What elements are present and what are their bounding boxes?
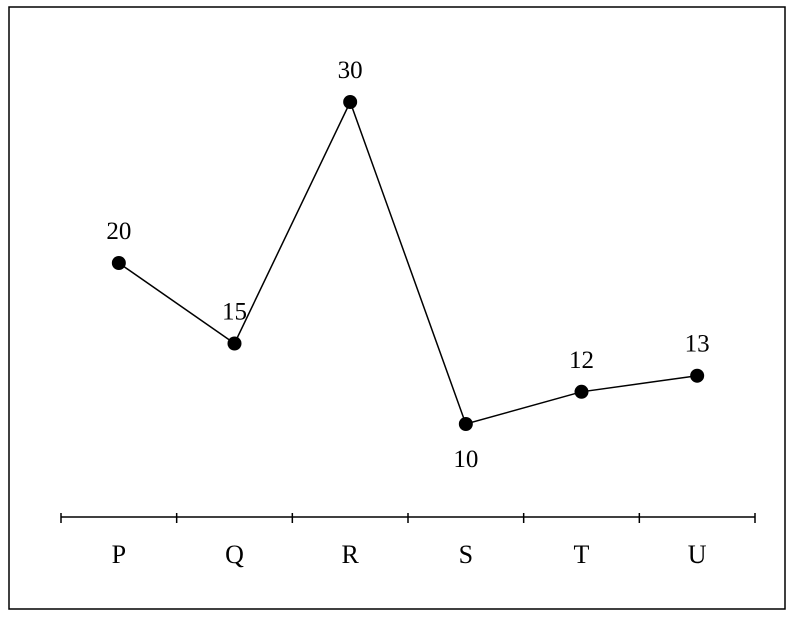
data-point-u bbox=[690, 368, 705, 383]
data-label-t: 12 bbox=[569, 347, 594, 374]
x-axis-ticks bbox=[60, 513, 756, 523]
x-tick-label-q: Q bbox=[225, 540, 244, 569]
data-label-q: 15 bbox=[222, 299, 247, 326]
data-point-r bbox=[343, 95, 358, 109]
data-label-u: 13 bbox=[685, 331, 710, 358]
data-point-q bbox=[227, 336, 242, 351]
x-tick-label-s: S bbox=[459, 540, 473, 569]
x-axis-tick-labels: P Q R S T U bbox=[112, 540, 707, 569]
data-point-t bbox=[574, 384, 589, 399]
series-line bbox=[118, 100, 698, 425]
x-tick-label-p: P bbox=[112, 540, 126, 569]
x-tick-label-r: R bbox=[341, 540, 359, 569]
data-label-p: 20 bbox=[106, 218, 131, 245]
data-points bbox=[111, 95, 705, 431]
x-tick-label-t: T bbox=[574, 540, 590, 569]
data-label-s: 10 bbox=[453, 446, 478, 473]
chart-border bbox=[8, 6, 786, 610]
x-tick-label-u: U bbox=[688, 540, 707, 569]
data-point-p bbox=[111, 256, 126, 270]
data-point-s bbox=[458, 417, 473, 431]
data-labels: 20 15 30 10 12 13 bbox=[106, 57, 709, 473]
data-label-r: 30 bbox=[338, 57, 363, 84]
